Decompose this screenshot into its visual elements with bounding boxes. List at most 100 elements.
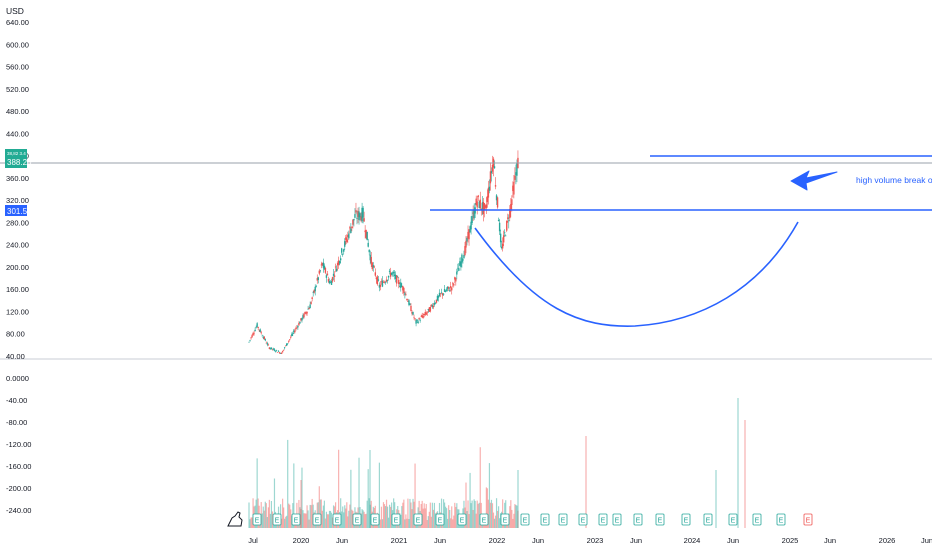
candle-body — [305, 312, 307, 314]
candle-body — [502, 235, 505, 243]
earnings-marker[interactable]: E — [558, 513, 568, 526]
candle-body — [275, 350, 278, 351]
candle-body — [422, 315, 424, 318]
volume-bar — [252, 498, 254, 528]
time-axis[interactable]: Jul 2020 Jun 2021 Jun 2022 Jun 2023 Jun 2024 Jun 20… — [248, 536, 932, 545]
candle-body — [511, 199, 513, 205]
candle-body — [396, 275, 398, 284]
earnings-marker[interactable]: E — [776, 513, 786, 526]
earnings-marker-letter: E — [355, 518, 360, 525]
volume-bar — [322, 505, 324, 528]
volume-bar — [345, 508, 347, 528]
earnings-marker[interactable]: E — [520, 513, 530, 526]
volume-tick-label: -160.00 — [6, 462, 31, 471]
volume-bar — [300, 480, 302, 528]
candle-body — [469, 226, 471, 233]
earnings-marker[interactable]: E — [435, 513, 445, 526]
earnings-marker[interactable]: E — [352, 513, 362, 526]
earnings-marker[interactable]: E — [578, 513, 588, 526]
volume-bar — [283, 507, 285, 528]
earnings-marker[interactable]: E — [728, 513, 738, 526]
volume-bar — [341, 511, 343, 528]
candle-body — [316, 278, 318, 281]
earnings-marker[interactable]: E — [681, 513, 691, 526]
volume-bar — [365, 513, 367, 528]
candle-body — [410, 305, 412, 312]
volume-bar — [428, 511, 430, 528]
candle-body — [468, 229, 470, 240]
earnings-marker-letter: E — [658, 518, 663, 525]
candle-body — [499, 233, 502, 243]
earnings-marker[interactable]: E — [752, 513, 762, 526]
earnings-marker[interactable]: E — [413, 513, 423, 526]
earnings-marker[interactable]: E — [598, 513, 608, 526]
earnings-marker[interactable]: E — [391, 513, 401, 526]
candle-body — [375, 277, 378, 280]
volume-bar — [426, 519, 428, 528]
volume-bar — [266, 517, 268, 528]
candle-body — [328, 281, 331, 284]
candle-body — [395, 274, 397, 279]
candle-body — [425, 312, 427, 315]
earnings-marker[interactable]: E — [479, 513, 489, 526]
earnings-marker[interactable]: E — [540, 513, 550, 526]
candle-body — [486, 196, 489, 203]
candle-body — [467, 231, 469, 239]
earnings-marker[interactable]: E — [332, 513, 342, 526]
candle-body — [270, 347, 273, 350]
candle-body — [308, 308, 310, 310]
earnings-marker-letter: E — [601, 518, 606, 525]
volume-bar — [385, 499, 388, 528]
candle-body — [498, 222, 501, 232]
earnings-marker[interactable]: E — [272, 513, 282, 526]
price-tick-label: 320.00 — [6, 196, 29, 205]
candle-body — [465, 240, 467, 248]
volume-bar — [476, 500, 478, 528]
candle-body — [317, 277, 319, 280]
volume-bar — [287, 439, 289, 528]
candle-body — [324, 267, 327, 273]
volume-bar — [427, 516, 429, 528]
earnings-marker[interactable]: E — [312, 513, 322, 526]
candle-body — [435, 299, 438, 303]
earnings-marker[interactable]: E — [500, 513, 510, 526]
candle-body — [409, 303, 411, 305]
volume-bar — [430, 516, 432, 528]
cup-curve-drawing[interactable] — [474, 221, 799, 327]
future-earnings-marker[interactable]: E — [803, 513, 813, 526]
candle-body — [494, 185, 497, 187]
volume-bar — [347, 516, 349, 528]
earnings-marker[interactable]: E — [252, 513, 262, 526]
volume-tick-label: -200.00 — [6, 484, 31, 493]
annotation-arrow[interactable] — [790, 170, 838, 191]
earnings-marker[interactable]: E — [633, 513, 643, 526]
earnings-marker[interactable]: E — [703, 513, 713, 526]
candle-body — [274, 351, 277, 352]
earnings-marker[interactable]: E — [370, 513, 380, 526]
candle-body — [426, 312, 428, 314]
volume-bar — [477, 503, 479, 528]
volume-axis[interactable]: 0.0000 -40.00 -80.00 -120.00 -160.00 -200.00 -… — [6, 374, 31, 515]
volume-bar — [261, 513, 263, 528]
candle-body — [515, 172, 517, 176]
volume-bar — [380, 506, 383, 528]
volume-bar — [410, 502, 412, 528]
earnings-marker-letter: E — [438, 518, 443, 525]
candle-body — [458, 268, 460, 271]
price-tick-label: 160.00 — [6, 285, 29, 294]
earnings-marker[interactable]: E — [655, 513, 665, 526]
earnings-marker[interactable]: E — [291, 513, 301, 526]
annotation-text[interactable]: high volume break out — [856, 175, 932, 185]
candle-body — [514, 175, 516, 180]
volume-bar — [408, 518, 410, 528]
price-axis[interactable]: 640.00600.00560.00520.00480.00440.00400.… — [6, 18, 29, 361]
candle-body — [397, 276, 399, 278]
candle-body — [360, 216, 362, 221]
time-tick-label: Jun — [824, 536, 836, 545]
earnings-marker[interactable]: E — [612, 513, 622, 526]
dino-icon[interactable] — [227, 511, 243, 527]
earnings-marker[interactable]: E — [457, 513, 467, 526]
